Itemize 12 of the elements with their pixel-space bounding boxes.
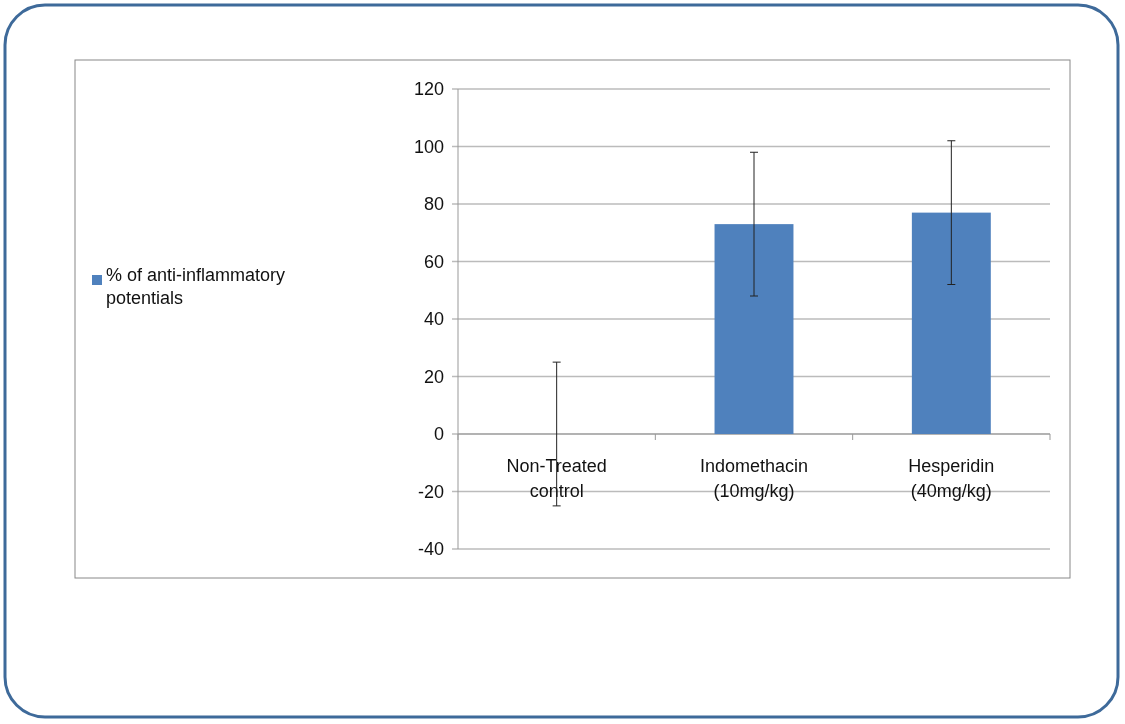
- x-tick-label: Indomethacin (10mg/kg): [699, 456, 809, 501]
- y-tick-label: 60: [423, 251, 444, 272]
- y-tick-label: -20: [417, 481, 444, 502]
- y-tick-label: 120: [413, 79, 444, 100]
- y-tick-label: 0: [433, 424, 444, 445]
- y-tick-label: 40: [423, 309, 444, 330]
- y-tick-label: 80: [423, 194, 444, 215]
- y-tick-label: -40: [417, 539, 444, 560]
- x-tick-label: Hesperidin (40mg/kg): [908, 456, 995, 501]
- y-tick-label: 100: [413, 136, 444, 157]
- legend-label: % of anti-inflammatory potentials: [106, 265, 286, 308]
- y-tick-label: 20: [423, 366, 444, 387]
